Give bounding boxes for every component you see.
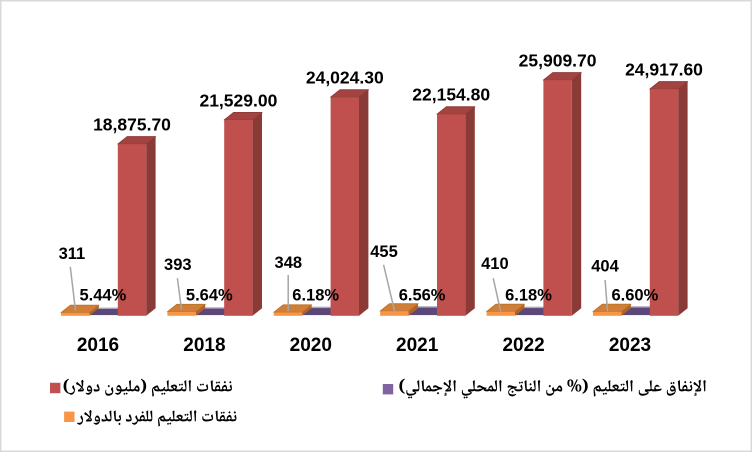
- svg-text:18,875.70: 18,875.70: [93, 115, 171, 135]
- svg-text:22,154.80: 22,154.80: [412, 85, 490, 105]
- svg-text:455: 455: [370, 243, 398, 261]
- svg-text:410: 410: [481, 255, 509, 273]
- svg-text:25,909.70: 25,909.70: [519, 51, 597, 71]
- svg-text:21,529.00: 21,529.00: [199, 90, 277, 110]
- svg-text:2021: 2021: [396, 335, 439, 356]
- svg-text:2018: 2018: [183, 335, 225, 356]
- svg-text:311: 311: [59, 245, 86, 263]
- svg-text:6.60%: 6.60%: [612, 286, 659, 304]
- svg-text:2023: 2023: [609, 335, 651, 356]
- svg-text:348: 348: [275, 254, 303, 272]
- svg-text:6.18%: 6.18%: [505, 286, 552, 304]
- svg-text:24,024.30: 24,024.30: [306, 68, 384, 88]
- svg-text:6.18%: 6.18%: [292, 286, 339, 304]
- svg-text:24,917.60: 24,917.60: [625, 60, 703, 80]
- svg-text:2022: 2022: [502, 335, 544, 356]
- svg-text:404: 404: [591, 258, 619, 276]
- svg-text:5.44%: 5.44%: [80, 286, 127, 304]
- svg-text:5.64%: 5.64%: [186, 286, 233, 304]
- svg-text:2016: 2016: [77, 335, 119, 356]
- svg-text:393: 393: [164, 256, 192, 274]
- svg-text:2020: 2020: [290, 335, 332, 356]
- svg-text:6.56%: 6.56%: [399, 286, 446, 304]
